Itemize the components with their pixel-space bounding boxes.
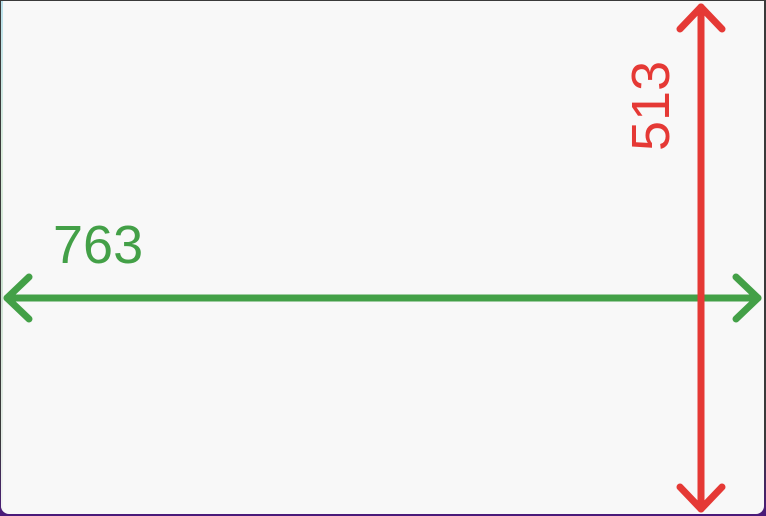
width-arrow-left-head-icon	[3, 273, 33, 323]
left-edge-strip	[1, 1, 3, 514]
width-label: 763	[53, 215, 143, 275]
height-arrow-bottom-head-icon	[676, 483, 726, 513]
width-arrow	[3, 273, 762, 323]
height-label: 513	[621, 61, 681, 151]
height-arrow-top-head-icon	[676, 3, 726, 33]
width-arrow-right-head-icon	[732, 273, 762, 323]
height-arrow	[676, 3, 726, 513]
